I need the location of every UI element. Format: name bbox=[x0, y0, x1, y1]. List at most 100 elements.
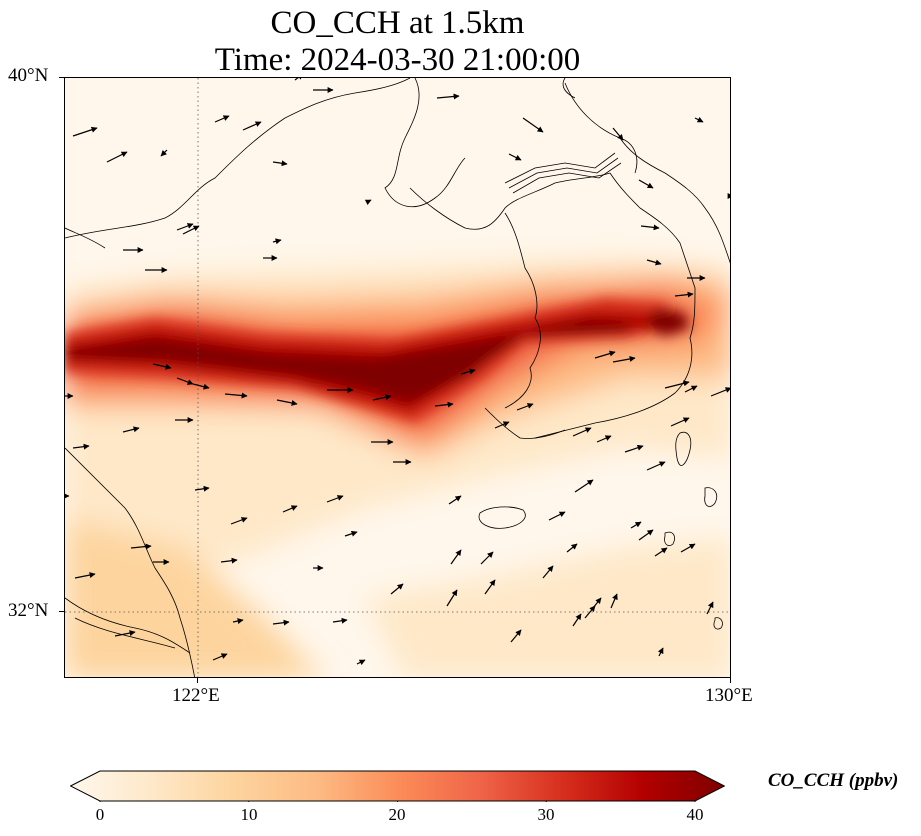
wind-arrow bbox=[390, 583, 404, 595]
wind-arrow bbox=[192, 383, 210, 390]
map-title-line2: Time: 2024-03-30 21:00:00 bbox=[214, 42, 581, 78]
wind-arrow bbox=[494, 421, 510, 429]
wind-arrow bbox=[356, 659, 366, 666]
wind-arrow bbox=[654, 547, 668, 557]
colorbar-label-40: 40 bbox=[686, 805, 704, 824]
wind-arrow bbox=[224, 392, 248, 399]
wind-arrow bbox=[446, 589, 458, 607]
tick-mark-40n bbox=[59, 77, 64, 78]
tick-mark-130e bbox=[730, 678, 731, 683]
wind-arrow bbox=[694, 116, 704, 123]
wind-vectors bbox=[65, 78, 730, 666]
wind-arrow bbox=[160, 149, 168, 157]
wind-arrow bbox=[592, 597, 602, 609]
wind-arrow bbox=[522, 117, 544, 133]
wind-arrow bbox=[624, 444, 644, 453]
colorbar-label-30: 30 bbox=[537, 805, 555, 824]
tick-mark-32n bbox=[59, 611, 64, 612]
wind-arrow bbox=[548, 511, 566, 521]
wind-arrow bbox=[674, 291, 694, 298]
wind-arrow bbox=[364, 199, 372, 206]
map-panel bbox=[64, 77, 731, 678]
wind-arrow bbox=[572, 427, 592, 437]
colorbar-bar bbox=[69, 770, 726, 802]
wind-arrow bbox=[242, 121, 262, 131]
wind-arrow bbox=[332, 617, 348, 624]
wind-arrow bbox=[612, 127, 624, 141]
wind-arrow bbox=[460, 368, 476, 375]
wind-arrow bbox=[638, 179, 654, 189]
wind-arrow bbox=[630, 521, 642, 529]
wind-arrow bbox=[542, 565, 554, 579]
wind-arrow bbox=[436, 93, 460, 100]
ylabel-40n: 40°N bbox=[8, 65, 49, 86]
wind-arrow bbox=[680, 543, 696, 553]
xlabel-122e: 122°E bbox=[172, 685, 220, 706]
wind-arrow bbox=[596, 435, 612, 443]
wind-arrow bbox=[670, 417, 690, 427]
wind-arrow bbox=[212, 653, 228, 661]
wind-arrow bbox=[594, 350, 616, 359]
wind-arrow bbox=[194, 485, 210, 492]
wind-arrow bbox=[572, 613, 582, 627]
wind-arrow bbox=[516, 403, 534, 411]
wind-arrow bbox=[122, 426, 140, 433]
wind-arrow bbox=[640, 224, 660, 231]
wind-arrow bbox=[272, 619, 290, 626]
ylabel-32n: 32°N bbox=[8, 600, 49, 621]
wind-arrow bbox=[114, 630, 136, 637]
wind-arrow bbox=[152, 363, 172, 370]
coastlines bbox=[65, 78, 730, 677]
wind-arrow bbox=[130, 543, 152, 550]
wind-arrow bbox=[74, 572, 96, 579]
wind-arrow bbox=[574, 479, 594, 493]
xlabel-130e: 130°E bbox=[705, 685, 753, 706]
wind-arrow bbox=[434, 401, 454, 408]
wind-arrow bbox=[372, 394, 392, 401]
map-canvas bbox=[65, 78, 730, 677]
wind-arrow bbox=[450, 549, 462, 565]
wind-arrow bbox=[272, 238, 282, 245]
wind-arrow bbox=[176, 377, 194, 385]
colorbar-svg bbox=[69, 770, 726, 805]
wind-arrow bbox=[176, 223, 194, 231]
gridlines bbox=[65, 78, 730, 677]
wind-arrow bbox=[684, 385, 698, 393]
wind-arrow bbox=[566, 543, 578, 553]
colorbar-label-10: 10 bbox=[240, 805, 258, 824]
wind-arrow bbox=[182, 225, 200, 235]
map-title-line1: CO_CCH at 1.5km bbox=[270, 5, 525, 41]
wind-arrow bbox=[294, 78, 304, 81]
wind-arrow bbox=[276, 399, 298, 406]
tick-mark-122e bbox=[197, 678, 198, 683]
wind-arrow bbox=[282, 505, 298, 513]
wind-arrow bbox=[484, 579, 496, 595]
wind-arrow bbox=[272, 160, 288, 167]
wind-arrow bbox=[326, 495, 344, 503]
wind-arrow bbox=[508, 153, 522, 161]
wind-arrow bbox=[106, 151, 128, 163]
wind-arrow bbox=[480, 551, 494, 565]
wind-arrow bbox=[646, 461, 666, 471]
wind-arrow bbox=[344, 530, 358, 537]
wind-arrow bbox=[638, 529, 654, 541]
wind-arrow bbox=[706, 601, 714, 615]
wind-arrow bbox=[612, 356, 636, 363]
wind-arrow bbox=[657, 647, 664, 657]
wind-arrow bbox=[72, 126, 98, 137]
colorbar-label-0: 0 bbox=[95, 805, 105, 824]
wind-arrow bbox=[646, 259, 662, 266]
colorbar bbox=[69, 770, 726, 805]
wind-arrow bbox=[664, 380, 690, 389]
concentration-field bbox=[65, 78, 730, 677]
wind-arrow bbox=[214, 115, 230, 123]
wind-arrow bbox=[610, 593, 618, 609]
colorbar-label-20: 20 bbox=[388, 805, 406, 824]
wind-arrow bbox=[510, 629, 522, 643]
wind-arrow bbox=[232, 618, 244, 625]
wind-arrow bbox=[448, 495, 462, 505]
wind-arrow bbox=[220, 557, 238, 564]
wind-arrow bbox=[72, 443, 90, 450]
wind-arrow bbox=[710, 387, 730, 397]
wind-arrow bbox=[230, 517, 248, 525]
